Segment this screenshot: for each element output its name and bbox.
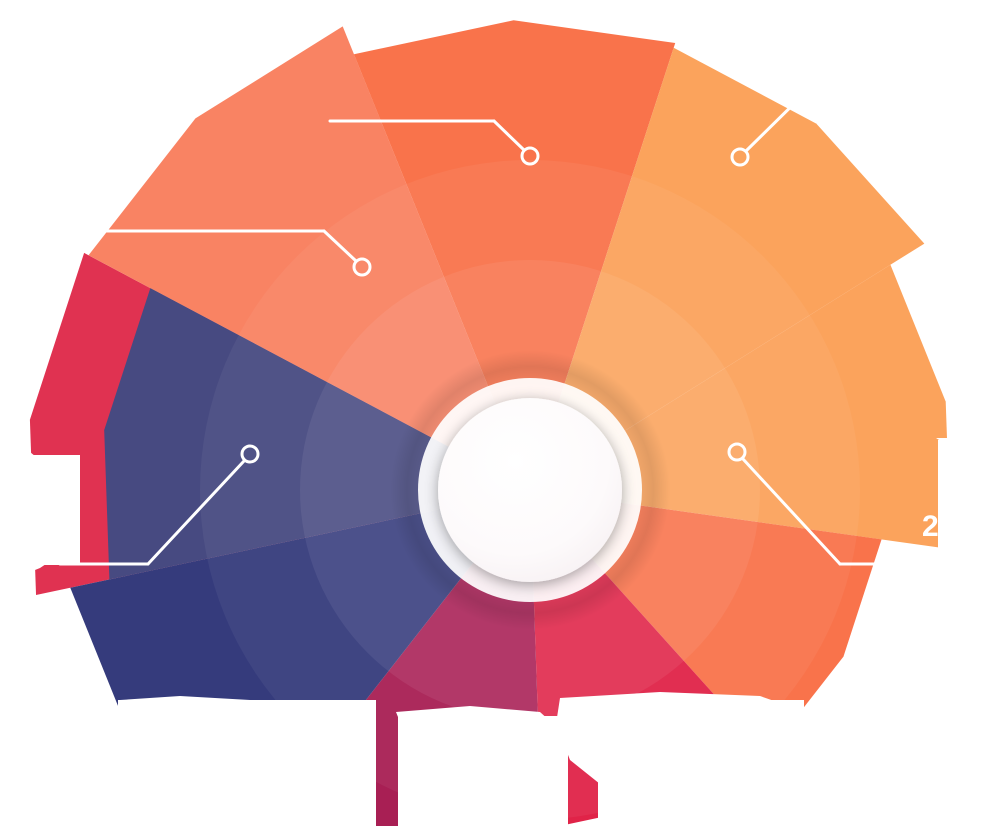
callout-marker-5[interactable] <box>727 442 747 462</box>
label-mask-blob-bottom-mid <box>396 706 560 764</box>
callout-marker-3[interactable] <box>730 147 750 167</box>
leader-line-4-diagonal <box>146 459 246 566</box>
leader-line-3-diagonal <box>745 84 814 152</box>
wedge-4[interactable] <box>530 47 925 490</box>
label-mask-layer <box>0 438 990 826</box>
leader-line-5-diagonal <box>741 457 842 566</box>
leader-line-2-diagonal <box>492 119 526 152</box>
label-mask-blob-right <box>920 438 990 586</box>
leader-line-1-diagonal <box>322 229 358 263</box>
value-annotation-label: 2 <box>922 510 939 543</box>
callout-marker-4[interactable] <box>240 444 260 464</box>
wedge-2[interactable] <box>88 26 530 490</box>
callout-marker-1[interactable] <box>352 257 372 277</box>
wedge-3[interactable] <box>353 20 676 490</box>
label-mask-blob-bottom-left2 <box>118 730 260 826</box>
center-hub-layer <box>390 350 670 630</box>
label-mask-blob-left <box>0 450 72 581</box>
center-hub-face[interactable] <box>438 398 622 582</box>
label-mask-blob-bottom-band <box>612 778 990 826</box>
callout-layer <box>0 84 990 566</box>
callout-marker-2[interactable] <box>520 146 540 166</box>
